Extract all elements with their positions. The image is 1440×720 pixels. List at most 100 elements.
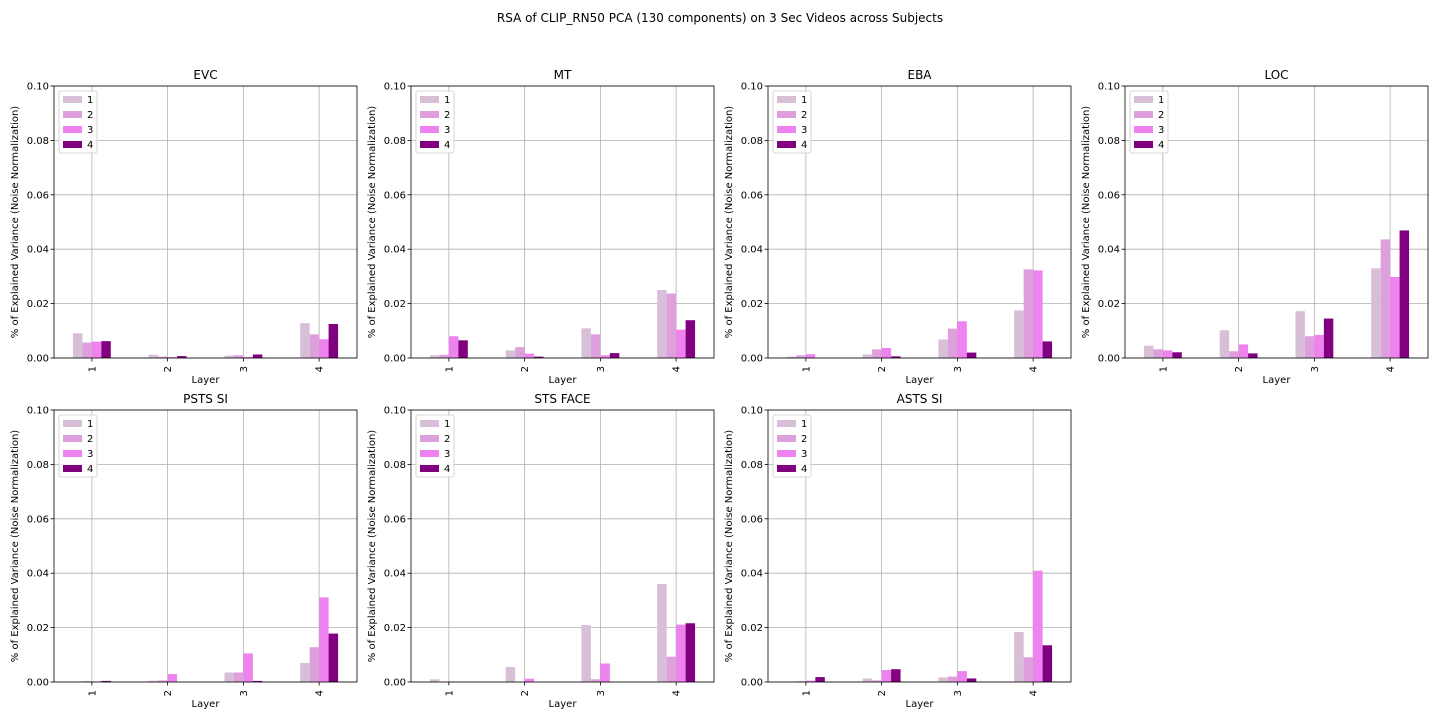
y-tick-label: 0.10: [741, 406, 763, 417]
bar: [1014, 310, 1024, 358]
y-tick-label: 0.08: [27, 136, 49, 147]
y-tick-label: 0.08: [27, 460, 49, 471]
x-tick-label: 2: [877, 690, 888, 696]
bar: [1042, 341, 1053, 358]
bar: [1023, 657, 1034, 682]
x-tick-label: 1: [801, 690, 812, 696]
y-tick-label: 0.00: [27, 354, 49, 365]
bar: [805, 354, 816, 358]
legend-swatch: [777, 96, 796, 103]
bar: [177, 356, 187, 358]
x-axis-label: Layer: [906, 375, 935, 386]
y-axis-label: % of Explained Variance (Noise Normaliza…: [367, 106, 378, 338]
subplot-sts-face: 0.00 0.02 0.04 0.06 0.08 0.10 1 2 3 4 STS FACE Laye…: [367, 392, 715, 710]
x-axis-label: Layer: [192, 699, 221, 710]
bar: [319, 597, 329, 682]
legend-swatch: [1134, 96, 1153, 103]
x-tick-label: 2: [163, 690, 174, 696]
bar: [72, 333, 83, 358]
legend-label: 2: [801, 110, 807, 121]
y-tick-label: 0.08: [741, 460, 763, 471]
bar: [458, 340, 468, 358]
legend-swatch: [63, 141, 82, 148]
x-tick-label: 3: [596, 366, 607, 372]
bar: [872, 680, 882, 682]
axes-frame: [1124, 85, 1429, 359]
y-tick-label: 0.04: [741, 569, 763, 580]
x-tick-label: 4: [315, 690, 326, 696]
axes-frame: [767, 85, 1072, 359]
subplot-mt: 0.00 0.02 0.04 0.06 0.08 0.10 1 2 3 4 MT Layer % of …: [367, 68, 715, 386]
bar: [1219, 330, 1230, 358]
bar: [448, 336, 459, 358]
legend: 1 2 3 4: [772, 414, 812, 478]
bar: [1314, 334, 1324, 358]
legend-label: 3: [87, 449, 93, 460]
y-tick-label: 0.10: [384, 82, 406, 93]
bar: [957, 321, 967, 358]
legend-swatch: [420, 126, 439, 133]
x-tick-label: 3: [239, 366, 250, 372]
bar: [224, 672, 234, 682]
legend-box: [772, 90, 812, 154]
legend-swatch: [777, 465, 796, 472]
y-tick-label: 0.06: [741, 190, 763, 201]
y-axis-label: % of Explained Variance (Noise Normaliza…: [367, 430, 378, 662]
x-tick-label: 1: [87, 366, 98, 372]
bar: [158, 356, 168, 358]
bar: [891, 356, 901, 358]
bar: [1248, 353, 1258, 358]
legend-swatch: [1134, 141, 1153, 148]
bar: [233, 672, 244, 682]
y-tick-label: 0.02: [27, 299, 49, 310]
legend-label: 4: [801, 464, 807, 475]
y-tick-label: 0.04: [1098, 245, 1120, 256]
bar: [581, 328, 591, 358]
bar: [938, 677, 948, 682]
x-tick-label: 3: [953, 690, 964, 696]
axes-frame: [53, 409, 358, 683]
bar: [328, 633, 339, 682]
x-tick-label: 2: [520, 690, 531, 696]
bar: [862, 678, 873, 682]
y-tick-label: 0.04: [384, 569, 406, 580]
x-tick-label: 1: [444, 366, 455, 372]
y-tick-label: 0.00: [27, 678, 49, 689]
y-axis-label: % of Explained Variance (Noise Normaliza…: [10, 106, 21, 338]
legend-swatch: [777, 111, 796, 118]
y-tick-label: 0.10: [741, 82, 763, 93]
legend-swatch: [420, 111, 439, 118]
y-tick-label: 0.06: [27, 190, 49, 201]
bar: [300, 662, 310, 682]
subplot-title: EBA: [907, 68, 932, 82]
subplot-evc: 0.00 0.02 0.04 0.06 0.08 0.10 1 2 3 4 EVC Layer % of…: [10, 68, 358, 386]
bar: [505, 350, 516, 358]
bar: [309, 647, 320, 682]
legend-label: 1: [444, 419, 450, 430]
legend-swatch: [420, 141, 439, 148]
legend-label: 3: [87, 125, 93, 136]
legend: 1 2 3 4: [415, 90, 455, 154]
x-tick-label: 1: [1158, 366, 1169, 372]
legend-label: 4: [87, 140, 93, 151]
bar: [1143, 345, 1154, 358]
legend-label: 2: [801, 434, 807, 445]
x-tick-label: 3: [239, 690, 250, 696]
bar: [796, 681, 806, 682]
bar: [676, 329, 686, 358]
legend-swatch: [777, 126, 796, 133]
y-tick-label: 0.00: [741, 354, 763, 365]
x-tick-label: 2: [520, 366, 531, 372]
subplot-title: PSTS SI: [183, 392, 228, 406]
bar: [805, 680, 816, 682]
legend: 1 2 3 4: [58, 414, 98, 478]
y-tick-label: 0.00: [1098, 354, 1120, 365]
legend-swatch: [1134, 126, 1153, 133]
legend-swatch: [63, 111, 82, 118]
x-tick-label: 4: [1386, 366, 1397, 372]
bar: [872, 349, 882, 358]
bar: [666, 656, 677, 682]
x-tick-label: 1: [87, 690, 98, 696]
legend-label: 4: [444, 140, 450, 151]
